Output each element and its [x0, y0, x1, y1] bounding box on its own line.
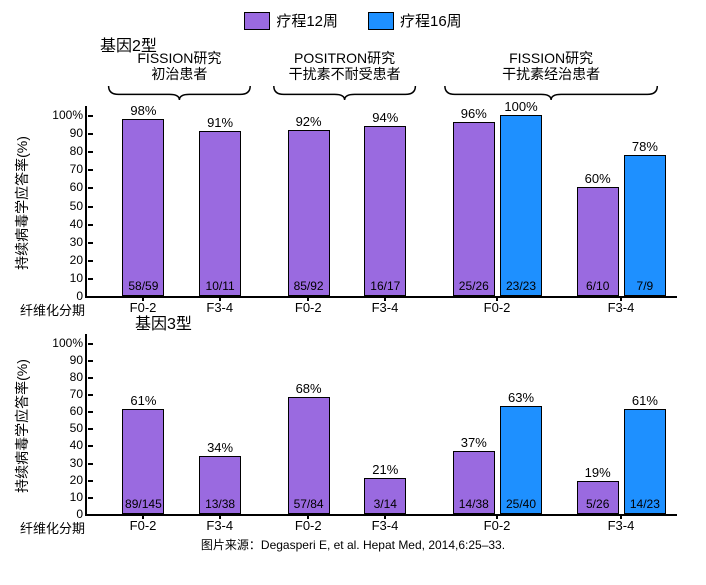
legend-item-12w: 疗程12周	[244, 10, 338, 31]
bar: 61%14/23	[624, 409, 666, 514]
bar: 94%16/17	[364, 126, 406, 296]
bar-fraction-label: 57/84	[294, 497, 324, 511]
x-tick-label: F3-4	[608, 518, 635, 533]
y-tick: 10	[70, 271, 87, 285]
x-tick-label: F0-2	[484, 518, 511, 533]
y-tick: 60	[70, 404, 87, 418]
panel-title: 基因3型	[135, 310, 192, 334]
bar: 98%58/59	[122, 119, 164, 296]
y-tick: 50	[70, 199, 87, 213]
legend-swatch-12w	[244, 12, 270, 30]
y-tick: 80	[70, 144, 87, 158]
bar: 21%3/14	[364, 478, 406, 514]
bar-value-label: 91%	[207, 115, 233, 130]
bar-fraction-label: 10/11	[206, 279, 235, 293]
bar-fraction-label: 7/9	[637, 279, 654, 293]
citation: 图片来源：Degasperi E, et al. Hepat Med, 2014…	[10, 536, 696, 553]
y-tick: 90	[70, 126, 87, 140]
y-tick: 40	[70, 438, 87, 452]
panel-1: 基因3型0102030405060708090100%纤维化分期F0-2F3-4…	[10, 310, 696, 516]
legend: 疗程12周 疗程16周	[10, 10, 696, 31]
y-tick: 20	[70, 473, 87, 487]
bar: 68%57/84	[288, 397, 330, 514]
bar: 91%10/11	[199, 131, 241, 296]
bar: 78%7/9	[624, 155, 666, 296]
bar-value-label: 96%	[461, 106, 487, 121]
bar-fraction-label: 25/40	[506, 497, 536, 511]
x-tick-label: F0-2	[130, 518, 157, 533]
bar-value-label: 37%	[461, 435, 487, 450]
x-tick-label: F0-2	[295, 518, 322, 533]
y-tick: 30	[70, 235, 87, 249]
bar-value-label: 94%	[372, 110, 398, 125]
y-axis-label: 持续病毒学应答率(%)	[12, 136, 32, 270]
bar: 19%5/26	[577, 481, 619, 514]
y-tick: 90	[70, 353, 87, 367]
bar-fraction-label: 85/92	[294, 279, 324, 293]
bar: 92%85/92	[288, 130, 330, 296]
y-tick: 20	[70, 253, 87, 267]
legend-swatch-16w	[368, 12, 394, 30]
legend-label-12w: 疗程12周	[276, 10, 338, 31]
y-tick: 70	[70, 162, 87, 176]
bar-value-label: 21%	[372, 462, 398, 477]
bar: 63%25/40	[500, 406, 542, 514]
x-axis-title: 纤维化分期	[20, 518, 85, 537]
bar-fraction-label: 16/17	[370, 279, 400, 293]
y-tick: 100%	[52, 108, 87, 122]
y-tick: 60	[70, 180, 87, 194]
bar: 61%89/145	[122, 409, 164, 514]
bar-fraction-label: 3/14	[374, 497, 397, 511]
bar-fraction-label: 6/10	[586, 279, 609, 293]
y-axis-label: 持续病毒学应答率(%)	[12, 359, 32, 493]
bar-fraction-label: 14/23	[630, 497, 660, 511]
y-tick: 40	[70, 217, 87, 231]
y-tick: 50	[70, 421, 87, 435]
y-tick: 80	[70, 370, 87, 384]
bar-fraction-label: 23/23	[506, 279, 536, 293]
plot-area: 0102030405060708090100%纤维化分期F0-2F3-4F0-2…	[85, 334, 677, 516]
bar-value-label: 68%	[296, 381, 322, 396]
group-label-0: FISSION研究初治患者	[137, 50, 221, 82]
bar: 96%25/26	[453, 122, 495, 296]
bar-value-label: 61%	[632, 393, 658, 408]
panel-0: 基因2型FISSION研究初治患者POSITRON研究干扰素不耐受患者FISSI…	[10, 36, 696, 298]
bar-fraction-label: 13/38	[205, 497, 235, 511]
bar-value-label: 60%	[585, 171, 611, 186]
bar-fraction-label: 5/26	[586, 497, 609, 511]
bar-value-label: 98%	[130, 103, 156, 118]
x-tick-label: F3-4	[206, 518, 233, 533]
y-tick: 30	[70, 456, 87, 470]
bar-fraction-label: 58/59	[128, 279, 158, 293]
bar-value-label: 78%	[632, 139, 658, 154]
y-tick: 10	[70, 490, 87, 504]
bar-fraction-label: 14/38	[459, 497, 489, 511]
bar-fraction-label: 89/145	[125, 497, 162, 511]
bar-value-label: 19%	[585, 465, 611, 480]
legend-label-16w: 疗程16周	[400, 10, 462, 31]
bar: 34%13/38	[199, 456, 241, 514]
y-tick: 70	[70, 387, 87, 401]
x-tick-label: F3-4	[372, 518, 399, 533]
bar-value-label: 92%	[296, 114, 322, 129]
group-label-1: POSITRON研究干扰素不耐受患者	[289, 50, 401, 82]
bar-value-label: 34%	[207, 440, 233, 455]
y-tick: 100%	[52, 336, 87, 350]
bar: 100%23/23	[500, 115, 542, 296]
plot-area: 0102030405060708090100%纤维化分期F0-2F3-4F0-2…	[85, 106, 677, 298]
bar-value-label: 63%	[508, 390, 534, 405]
bar-fraction-label: 25/26	[459, 279, 489, 293]
bar-value-label: 61%	[130, 393, 156, 408]
bar: 37%14/38	[453, 451, 495, 514]
legend-item-16w: 疗程16周	[368, 10, 462, 31]
bar: 60%6/10	[577, 187, 619, 296]
bar-value-label: 100%	[504, 99, 537, 114]
group-label-2: FISSION研究干扰素经治患者	[502, 50, 600, 82]
